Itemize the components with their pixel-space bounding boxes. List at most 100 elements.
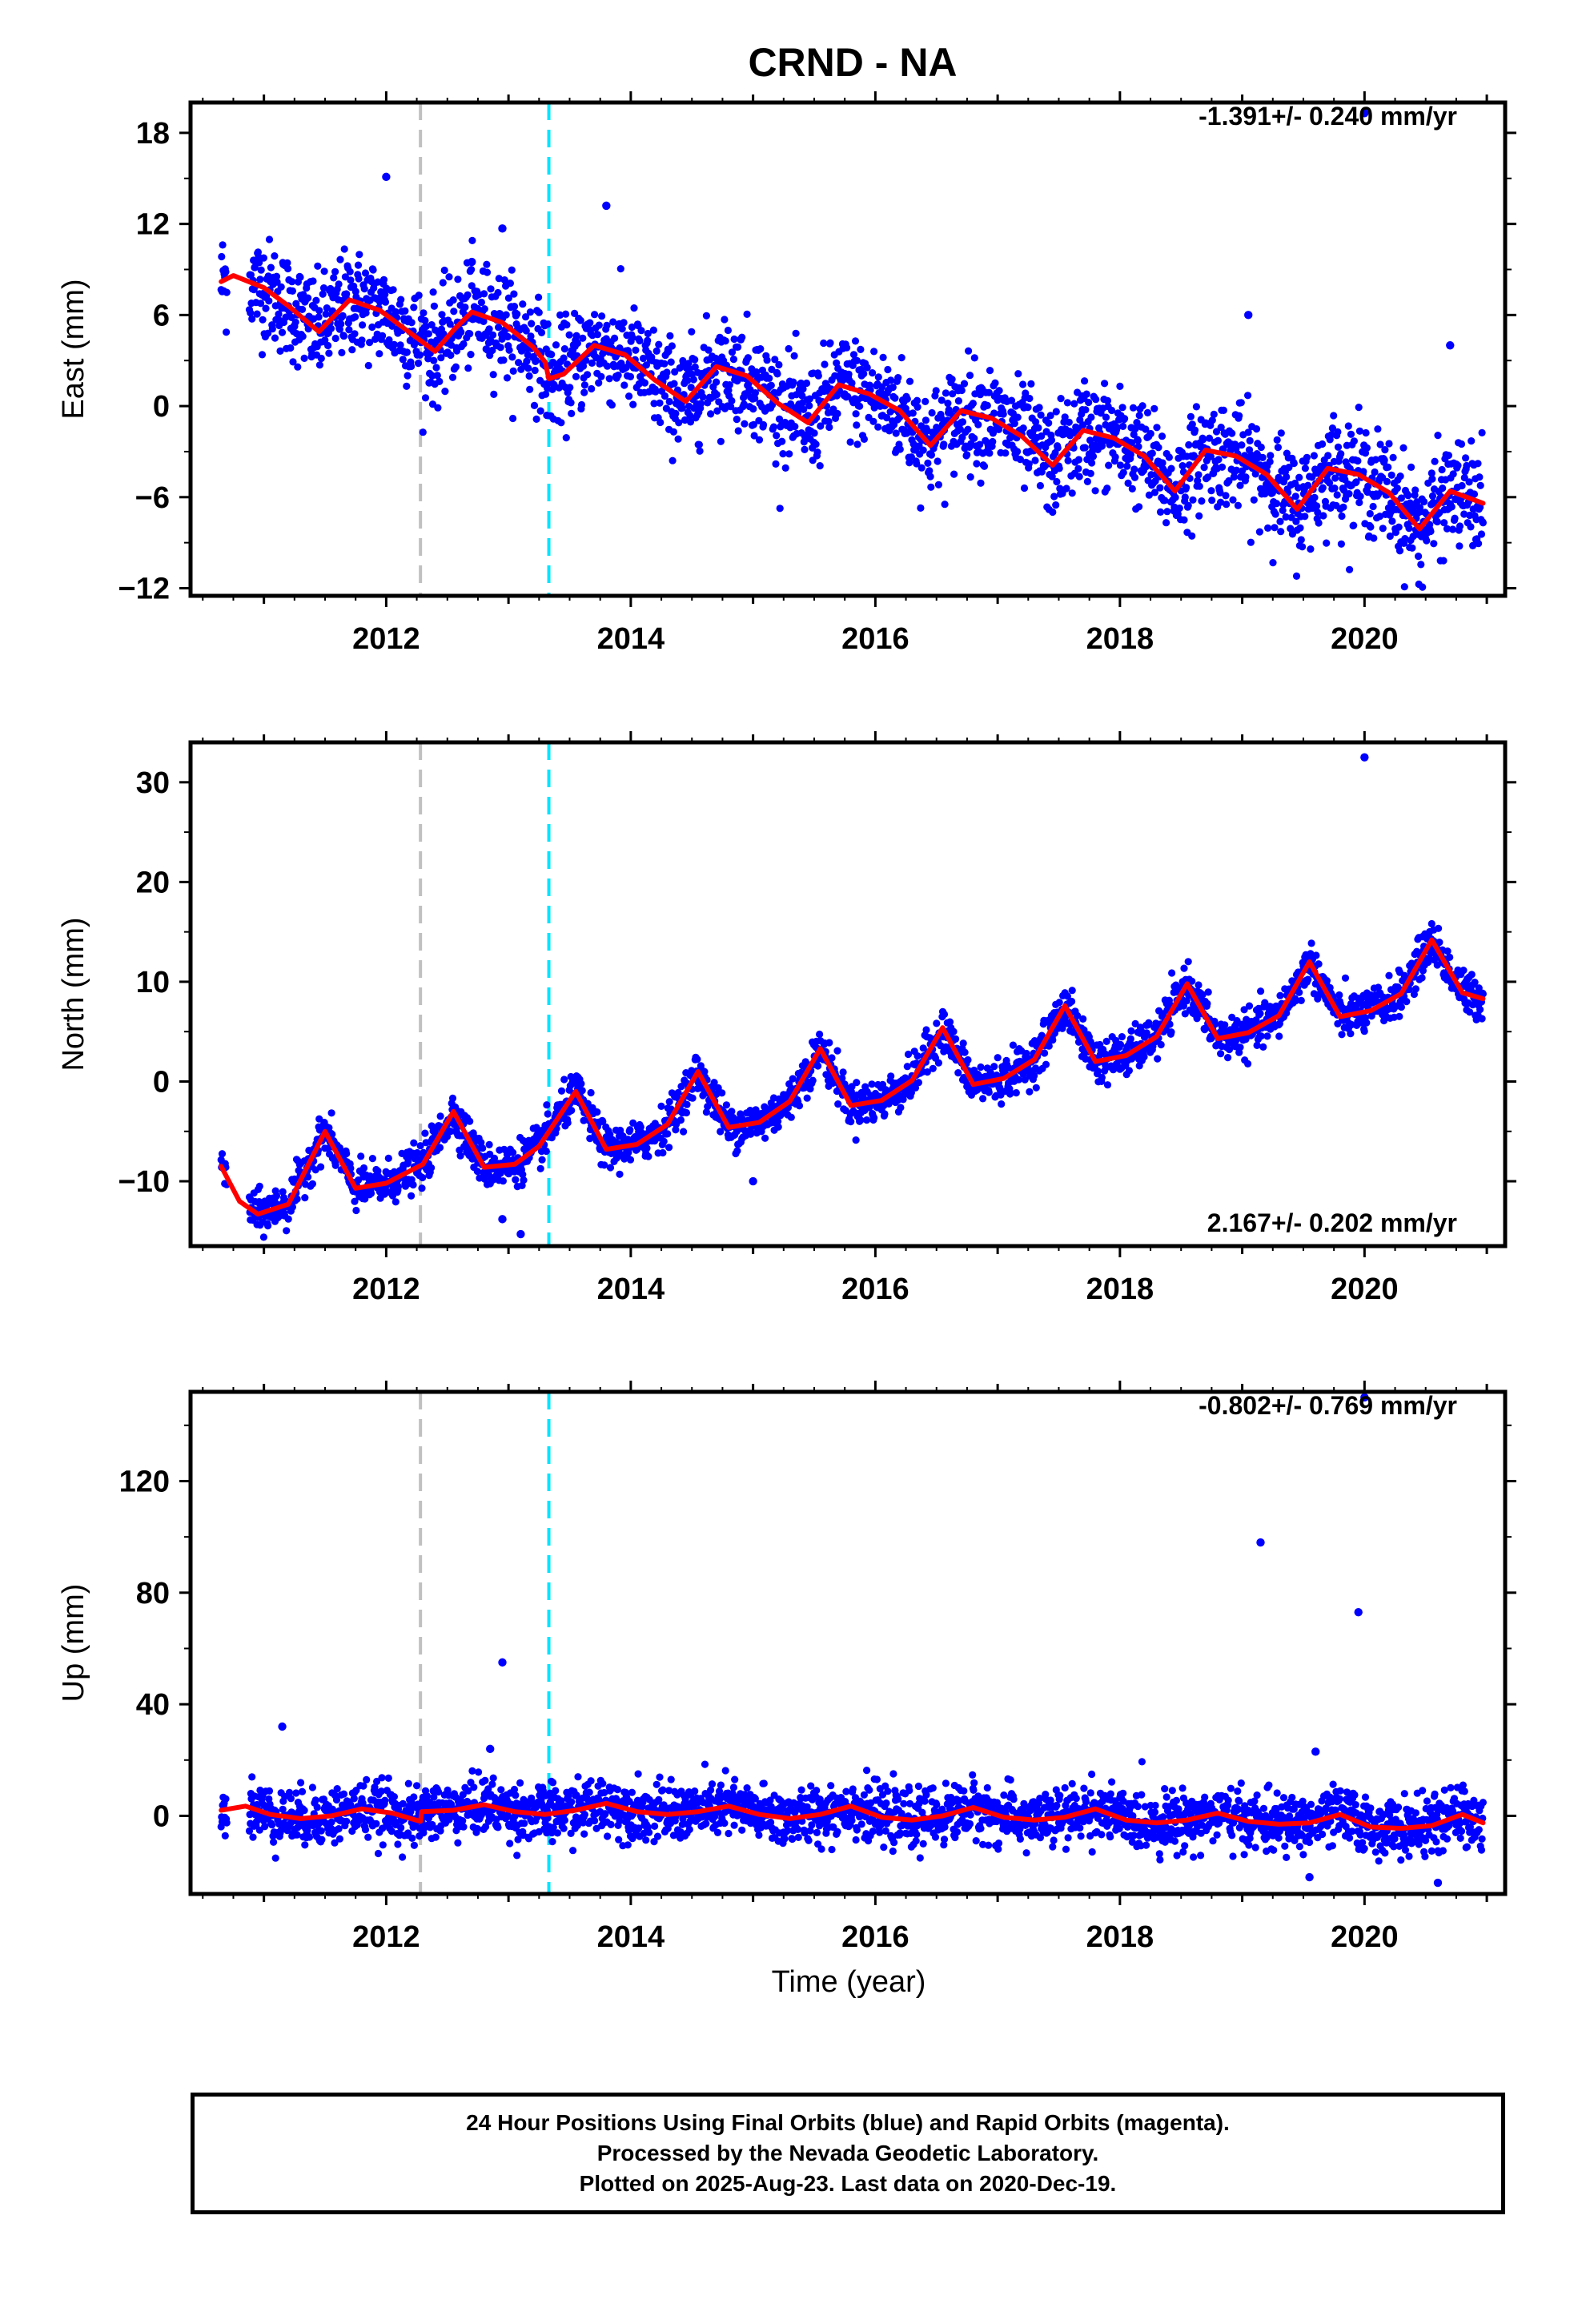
- data-point: [894, 374, 902, 382]
- data-point: [775, 360, 783, 369]
- data-point: [1423, 537, 1431, 545]
- data-point: [713, 407, 721, 415]
- fit-curve: [219, 273, 1486, 532]
- data-point: [650, 400, 658, 408]
- data-point: [1238, 441, 1246, 449]
- data-point: [702, 1108, 711, 1116]
- data-point: [1393, 485, 1401, 493]
- data-point: [284, 264, 292, 273]
- data-point: [355, 275, 363, 283]
- data-point: [820, 339, 828, 348]
- data-point: [608, 401, 616, 409]
- data-point: [291, 1175, 299, 1183]
- data-point: [628, 333, 636, 342]
- data-point: [1476, 481, 1484, 489]
- data-point: [869, 417, 877, 425]
- data-point: [1146, 429, 1154, 438]
- data-point: [769, 423, 778, 431]
- data-point: [774, 1117, 782, 1125]
- data-point: [1204, 473, 1212, 481]
- data-point: [1019, 380, 1027, 388]
- data-point: [1404, 492, 1412, 500]
- x-tick-label: 2020: [1331, 622, 1399, 656]
- data-point: [665, 397, 673, 406]
- data-point: [1166, 1020, 1174, 1028]
- data-point: [976, 391, 984, 399]
- data-point: [1476, 1006, 1484, 1014]
- data-point: [1002, 449, 1010, 457]
- data-point: [390, 340, 398, 348]
- data-point: [1371, 456, 1379, 464]
- data-point: [1347, 1030, 1355, 1038]
- data-point: [419, 428, 427, 436]
- data-point: [713, 391, 721, 399]
- data-point: [508, 266, 516, 274]
- data-point: [1297, 996, 1305, 1004]
- data-point: [803, 1094, 811, 1102]
- data-point: [1219, 406, 1227, 414]
- data-point: [562, 310, 570, 318]
- data-point: [588, 384, 596, 393]
- data-point: [335, 280, 343, 288]
- data-point: [1236, 481, 1244, 489]
- data-point: [560, 354, 568, 362]
- data-point: [787, 1113, 795, 1121]
- data-point: [640, 379, 649, 387]
- data-point: [795, 1102, 804, 1110]
- data-point: [620, 381, 628, 389]
- data-point: [526, 385, 534, 393]
- data-point: [283, 259, 291, 267]
- data-point: [1034, 424, 1042, 432]
- data-point: [542, 390, 550, 398]
- data-point: [1074, 1011, 1082, 1019]
- data-point: [1014, 448, 1022, 456]
- data-point: [834, 1100, 842, 1108]
- data-point: [319, 290, 327, 298]
- data-point: [1443, 525, 1452, 533]
- data-point: [1119, 468, 1127, 476]
- data-point: [1128, 485, 1136, 493]
- data-point: [453, 347, 461, 355]
- data-point: [360, 285, 368, 293]
- data-point: [1277, 429, 1285, 437]
- data-point: [1266, 457, 1274, 466]
- data-point: [691, 363, 699, 371]
- data-point: [347, 276, 355, 284]
- data-point: [296, 273, 304, 281]
- data-point: [853, 1079, 861, 1087]
- data-point: [1381, 446, 1389, 454]
- data-point: [699, 393, 707, 401]
- data-point: [884, 365, 892, 374]
- data-point: [530, 401, 539, 409]
- data-point: [1026, 394, 1034, 403]
- data-point: [965, 347, 973, 355]
- y-axis-label: East (mm): [57, 279, 90, 419]
- data-point: [422, 323, 430, 331]
- data-point: [1195, 471, 1203, 479]
- data-point: [868, 1080, 876, 1088]
- data-point: [358, 336, 366, 344]
- data-point: [447, 351, 455, 360]
- data-point: [853, 356, 861, 364]
- data-point: [267, 263, 275, 271]
- data-point: [616, 1170, 624, 1178]
- data-point: [825, 417, 833, 425]
- data-point: [1449, 470, 1457, 478]
- data-point: [710, 1079, 718, 1087]
- data-point: [887, 1072, 895, 1080]
- data-point: [959, 1039, 967, 1047]
- data-point: [436, 1112, 444, 1120]
- data-point: [950, 1027, 958, 1035]
- data-point: [773, 370, 781, 378]
- data-point: [548, 351, 556, 359]
- data-point: [966, 473, 974, 481]
- data-point: [826, 339, 834, 347]
- data-point: [1296, 524, 1304, 532]
- data-point: [883, 414, 891, 422]
- data-point: [1216, 489, 1224, 497]
- data-point: [264, 329, 272, 337]
- data-point: [924, 459, 932, 468]
- data-point: [1460, 510, 1468, 518]
- data-point: [713, 378, 721, 386]
- data-point: [995, 387, 1003, 395]
